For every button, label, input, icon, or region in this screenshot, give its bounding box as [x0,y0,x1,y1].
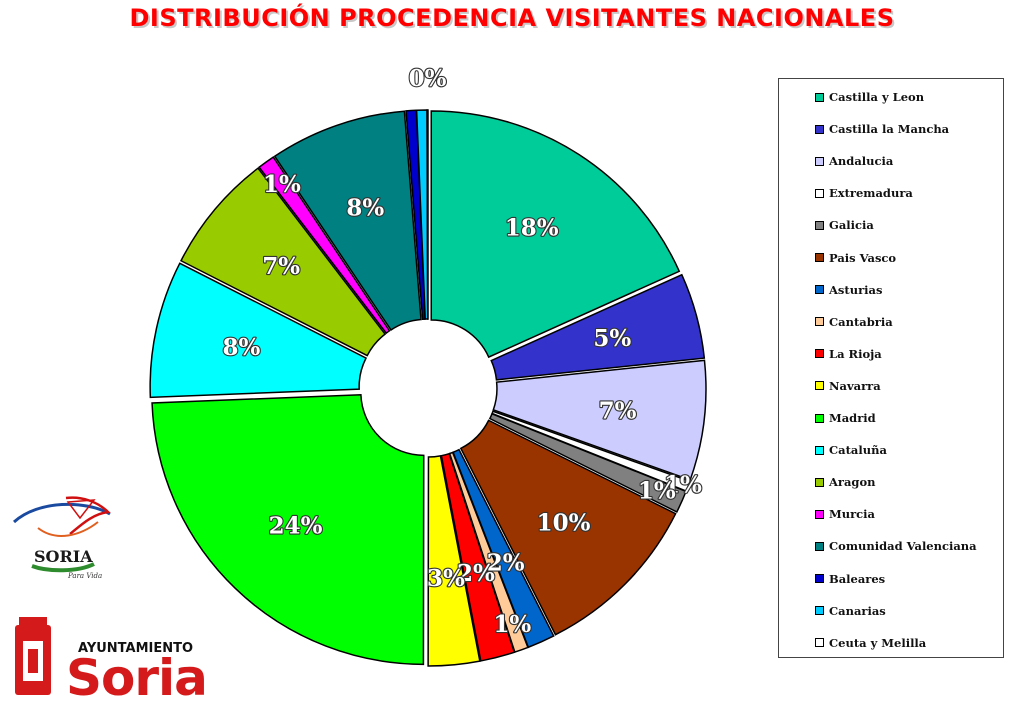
data-label-la-rioja: 2% [457,560,495,587]
legend-label: Galicia [829,218,874,233]
slice-pais-vasco [459,419,677,636]
data-label-murcia: 1% [263,171,301,198]
legend-label: Madrid [829,411,876,425]
legend-swatch [815,381,824,391]
legend-item-cataluna: Cataluña [815,442,887,458]
legend-swatch [815,156,824,166]
soria-tourism-logo: SORIA Para Vida [12,496,111,580]
data-label-galicia: 1% [638,478,676,505]
legend-label: Navarra [829,378,881,393]
slice-madrid [151,394,425,666]
legend: Castilla y Leon Castilla la Mancha Andaluc… [778,78,1004,658]
slice-galicia [488,412,688,513]
legend-label: Murcia [829,507,875,522]
data-label-asturias: 2% [487,549,525,576]
data-label-comunidad-valenciana: 8% [346,195,384,222]
data-label-extremadura: 1% [664,471,702,498]
pie-chart: 18%5%7%1%1%10%2%1%2%3%24%8%7%1%8%0% [149,64,707,667]
data-label-castilla-y-leon: 18% [505,215,559,242]
legend-label: Cataluña [829,443,887,458]
data-label-cantabria: 1% [493,611,531,638]
legend-item-ceuta-y-melilla: Ceuta y Melilla [815,635,926,651]
slice-la-rioja [440,452,516,662]
legend-item-cantabria: Cantabria [815,314,893,330]
data-label-cataluna: 8% [223,334,261,361]
data-label-andalucia: 7% [599,398,637,425]
legend-swatch [815,509,824,519]
chart-title: DISTRIBUCIÓN PROCEDENCIA VISITANTES NACI… [129,4,895,32]
legend-label: La Rioja [829,346,882,361]
data-label-castilla-la-mancha: 5% [593,325,631,352]
legend-swatch [815,220,824,230]
legend-item-pais-vasco: Pais Vasco [815,250,896,266]
svg-text:SORIA: SORIA [34,547,93,566]
legend-label: Cantabria [829,314,893,329]
slice-andalucia [492,359,707,481]
legend-item-castilla-y-leon: Castilla y Leon [815,89,924,105]
legend-label: Pais Vasco [829,250,897,265]
legend-swatch [815,317,824,327]
data-label-ceuta-y-melilla: 0% [409,65,447,92]
legend-item-andalucia: Andalucia [815,153,893,169]
legend-label: Andalucia [829,154,894,169]
legend-label: Ceuta y Melilla [829,635,927,650]
legend-item-la-rioja: La Rioja [815,346,882,362]
slice-murcia [258,156,391,335]
legend-swatch [815,349,824,359]
legend-swatch [815,574,824,583]
data-label-madrid: 24% [269,513,323,540]
legend-swatch [815,445,824,455]
legend-item-castilla-la-mancha: Castilla la Mancha [815,121,949,137]
legend-label: Extremadura [829,186,913,201]
legend-item-extremadura: Extremadura [815,185,913,201]
legend-label: Aragon [829,475,876,490]
ayuntamiento-soria-logo: AYUNTAMIENTO Soria [15,617,208,701]
legend-item-galicia: Galicia [815,217,874,233]
legend-item-asturias: Asturias [815,282,882,298]
legend-item-comunidad-valenciana: Comunidad Valenciana [815,538,977,554]
legend-swatch [815,638,824,648]
legend-swatch [815,124,824,134]
legend-swatch [815,477,824,487]
legend-label: Castilla y Leon [829,90,925,104]
legend-swatch [815,285,824,295]
legend-item-baleares: Baleares [815,571,885,587]
data-label-pais-vasco: 10% [537,510,591,537]
legend-label: Comunidad Valenciana [829,539,977,554]
legend-item-murcia: Murcia [815,506,875,522]
slice-aragon [179,167,387,357]
legend-swatch [815,92,824,102]
legend-swatch [815,188,824,198]
data-label-aragon: 7% [262,253,300,280]
slice-cataluna [149,262,368,399]
legend-label: Baleares [829,571,886,586]
slice-castilla-y-leon [430,110,681,359]
data-label-navarra: 3% [427,565,465,592]
legend-item-aragon: Aragon [815,474,876,490]
slice-castilla-la-mancha [490,273,706,381]
slice-ceuta-y-melilla [426,109,429,320]
svg-text:AYUNTAMIENTO: AYUNTAMIENTO [78,641,193,656]
legend-item-madrid: Madrid [815,410,876,426]
legend-label: Castilla la Mancha [829,122,950,137]
legend-swatch [815,606,824,616]
legend-item-canarias: Canarias [815,603,886,619]
legend-swatch [815,253,824,262]
legend-label: Canarias [829,603,886,618]
svg-text:Soria: Soria [66,649,207,701]
legend-item-navarra: Navarra [815,378,881,394]
svg-text:Para Vida: Para Vida [67,572,102,580]
legend-label: Asturias [829,282,883,297]
slice-navarra [427,454,481,667]
legend-swatch [815,413,824,423]
slice-comunidad-valenciana [273,110,422,332]
legend-swatch [815,541,824,551]
